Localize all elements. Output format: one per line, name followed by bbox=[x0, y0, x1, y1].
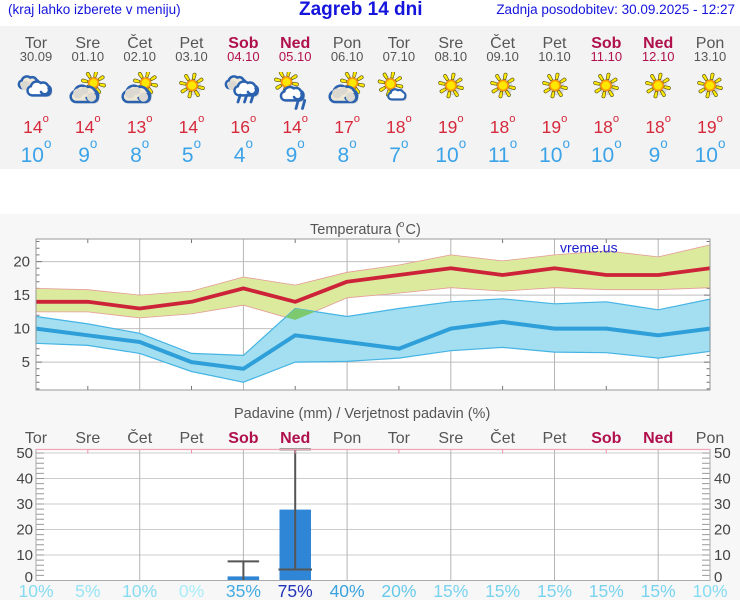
svg-text:Čet: Čet bbox=[490, 428, 515, 447]
svg-text:Pon: Pon bbox=[696, 430, 724, 447]
svg-text:10: 10 bbox=[714, 547, 731, 564]
svg-text:0: 0 bbox=[714, 569, 722, 586]
svg-text:o: o bbox=[399, 219, 404, 230]
svg-text:Pet: Pet bbox=[542, 430, 567, 447]
svg-text:50: 50 bbox=[16, 445, 33, 462]
svg-text:Pon: Pon bbox=[333, 430, 361, 447]
svg-text:15: 15 bbox=[13, 287, 30, 304]
svg-text:20%: 20% bbox=[381, 581, 416, 600]
svg-text:C): C) bbox=[406, 222, 421, 238]
svg-text:15%: 15% bbox=[485, 581, 520, 600]
svg-text:Ned: Ned bbox=[280, 430, 310, 447]
svg-text:0%: 0% bbox=[179, 581, 204, 600]
svg-text:75%: 75% bbox=[278, 581, 313, 600]
svg-text:Sre: Sre bbox=[75, 430, 100, 447]
svg-text:5%: 5% bbox=[75, 581, 100, 600]
svg-text:Sre: Sre bbox=[438, 430, 463, 447]
svg-text:30: 30 bbox=[16, 496, 33, 513]
svg-text:10: 10 bbox=[16, 547, 33, 564]
svg-text:20: 20 bbox=[13, 254, 30, 271]
svg-text:Čet: Čet bbox=[127, 428, 152, 447]
svg-text:15%: 15% bbox=[641, 581, 676, 600]
svg-text:10%: 10% bbox=[122, 581, 157, 600]
svg-text:10%: 10% bbox=[692, 581, 727, 600]
svg-text:40%: 40% bbox=[330, 581, 365, 600]
svg-text:0: 0 bbox=[25, 569, 33, 586]
svg-text:5: 5 bbox=[22, 354, 30, 371]
svg-text:Ned: Ned bbox=[643, 430, 673, 447]
svg-text:Pet: Pet bbox=[179, 430, 204, 447]
svg-text:vreme.us: vreme.us bbox=[560, 240, 618, 256]
svg-text:15%: 15% bbox=[433, 581, 468, 600]
svg-text:Sob: Sob bbox=[591, 430, 621, 447]
svg-text:50: 50 bbox=[714, 445, 731, 462]
svg-text:10: 10 bbox=[13, 321, 30, 338]
svg-text:20: 20 bbox=[714, 522, 731, 539]
svg-text:Temperatura (: Temperatura ( bbox=[310, 222, 400, 238]
svg-text:Tor: Tor bbox=[388, 430, 411, 447]
svg-text:20: 20 bbox=[16, 522, 33, 539]
svg-text:Sob: Sob bbox=[228, 430, 258, 447]
svg-text:Tor: Tor bbox=[25, 430, 48, 447]
svg-text:30: 30 bbox=[714, 496, 731, 513]
svg-text:40: 40 bbox=[714, 471, 731, 488]
svg-text:Padavine (mm) / Verjetnost pad: Padavine (mm) / Verjetnost padavin (%) bbox=[234, 406, 490, 422]
svg-text:10%: 10% bbox=[18, 581, 53, 600]
svg-text:15%: 15% bbox=[537, 581, 572, 600]
svg-text:15%: 15% bbox=[589, 581, 624, 600]
svg-text:40: 40 bbox=[16, 471, 33, 488]
svg-text:35%: 35% bbox=[226, 581, 261, 600]
